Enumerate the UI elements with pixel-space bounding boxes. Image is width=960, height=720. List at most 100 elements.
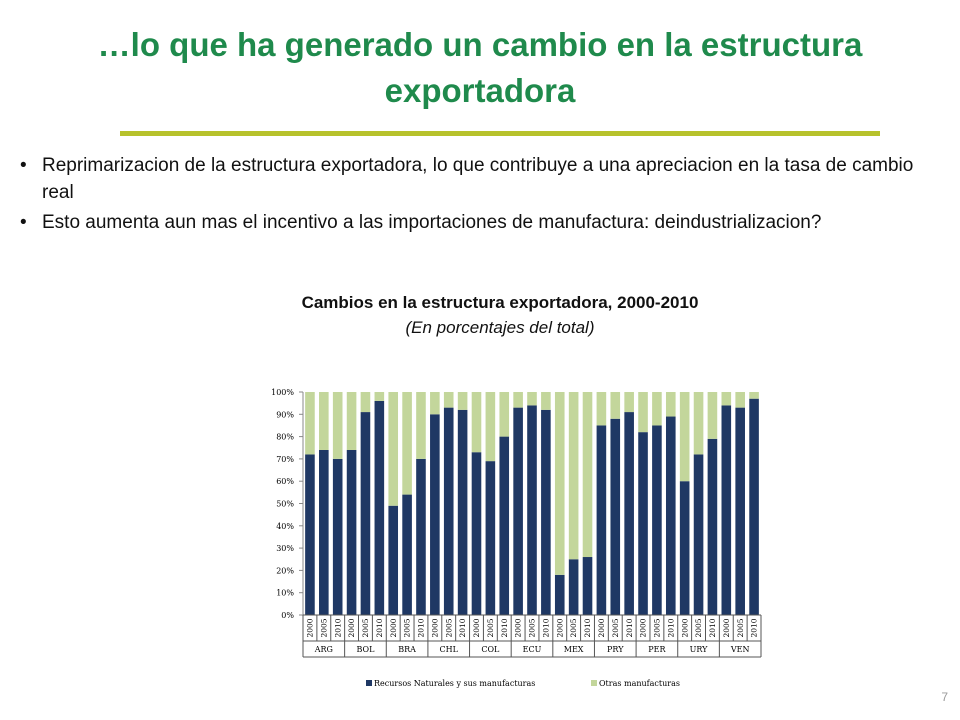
legend-label-recursos: Recursos Naturales y sus manufacturas	[374, 679, 535, 688]
bar-recursos-naturales	[402, 494, 412, 615]
x-tick-label-year: 2005	[403, 618, 412, 637]
x-tick-label-year: 2000	[722, 618, 731, 637]
bar-otras-manufacturas	[554, 392, 565, 575]
x-tick-label-year: 2000	[347, 618, 356, 637]
legend-label-otras: Otras manufacturas	[599, 679, 680, 688]
x-tick-label-year: 2005	[611, 618, 620, 637]
x-tick-label-year: 2010	[500, 618, 509, 637]
bar-otras-manufacturas	[707, 392, 718, 439]
chart-title: Cambios en la estructura exportadora, 20…	[301, 293, 699, 312]
x-group-label: COL	[481, 645, 500, 654]
x-group-label: BOL	[357, 645, 376, 654]
x-tick-label-year: 2000	[597, 618, 606, 637]
x-tick-label-year: 2010	[708, 618, 717, 637]
bar-recursos-naturales	[638, 432, 648, 615]
bar-otras-manufacturas	[346, 392, 357, 450]
y-tick-label: 40%	[276, 522, 294, 531]
bar-otras-manufacturas	[527, 392, 537, 406]
y-tick-label: 90%	[276, 410, 294, 419]
bar-recursos-naturales	[721, 405, 732, 615]
y-tick-label: 60%	[276, 477, 294, 486]
bar-otras-manufacturas	[332, 392, 343, 459]
bar-recursos-naturales	[735, 407, 745, 615]
x-tick-label-year: 2010	[375, 618, 384, 637]
bar-otras-manufacturas	[388, 392, 399, 506]
x-tick-label-year: 2005	[694, 618, 703, 637]
bar-otras-manufacturas	[416, 392, 426, 459]
bullet-icon: •	[20, 212, 27, 233]
bar-recursos-naturales	[679, 481, 690, 615]
bar-otras-manufacturas	[319, 392, 329, 450]
bar-recursos-naturales	[513, 407, 523, 615]
bar-otras-manufacturas	[568, 392, 579, 560]
bar-otras-manufacturas	[402, 392, 412, 495]
y-tick-label: 50%	[276, 500, 294, 509]
y-tick-label: 80%	[276, 433, 294, 442]
bar-recursos-naturales	[541, 409, 551, 615]
x-group-label: PRY	[607, 645, 624, 654]
y-tick-label: 10%	[276, 589, 294, 598]
x-tick-label-year: 2000	[639, 618, 648, 637]
bullet-list: • Reprimarizacion de la estructura export…	[20, 152, 950, 239]
x-tick-label-year: 2005	[569, 618, 578, 637]
slide-title: …lo que ha generado un cambio en la estr…	[97, 26, 863, 109]
x-tick-label-year: 2005	[486, 618, 495, 637]
x-tick-label-year: 2010	[333, 618, 342, 637]
chart-subtitle: (En porcentajes del total)	[405, 318, 595, 337]
x-group-label: MEX	[564, 645, 584, 654]
y-tick-label: 0%	[281, 611, 294, 620]
bar-otras-manufacturas	[513, 392, 523, 408]
bar-recursos-naturales	[749, 398, 759, 615]
bar-otras-manufacturas	[679, 392, 690, 482]
bar-recursos-naturales	[665, 416, 676, 615]
bar-recursos-naturales	[499, 436, 510, 615]
bar-recursos-naturales	[652, 425, 662, 615]
x-group-label: BRA	[398, 645, 416, 654]
bar-recursos-naturales	[305, 454, 315, 615]
bar-recursos-naturales	[568, 559, 579, 615]
bar-recursos-naturales	[610, 418, 621, 615]
bar-otras-manufacturas	[443, 392, 454, 408]
x-tick-label-year: 2005	[444, 618, 453, 637]
bar-otras-manufacturas	[596, 392, 607, 426]
x-group-label: VEN	[730, 645, 750, 654]
bar-otras-manufacturas	[721, 392, 732, 406]
x-tick-label-year: 2010	[625, 618, 634, 637]
bar-otras-manufacturas	[471, 392, 482, 453]
x-tick-label-year: 2005	[319, 618, 328, 637]
bar-recursos-naturales	[374, 400, 385, 615]
x-tick-label-year: 2010	[458, 618, 467, 637]
bar-recursos-naturales	[416, 458, 426, 615]
bar-otras-manufacturas	[305, 392, 315, 455]
bar-recursos-naturales	[582, 557, 593, 615]
x-group-label: CHL	[440, 645, 459, 654]
bar-otras-manufacturas	[430, 392, 440, 415]
bar-recursos-naturales	[624, 412, 634, 615]
y-tick-label: 70%	[276, 455, 294, 464]
x-tick-label-year: 2000	[472, 618, 481, 637]
x-group-label: URY	[690, 645, 709, 654]
bar-otras-manufacturas	[610, 392, 621, 419]
bar-otras-manufacturas	[638, 392, 648, 433]
x-tick-label-year: 2000	[430, 618, 439, 637]
bullet-text: Reprimarizacion de la estructura exporta…	[42, 155, 914, 203]
y-tick-label: 20%	[276, 566, 294, 575]
title-underline	[120, 131, 880, 136]
bullet-text: Esto aumenta aun mas el incentivo a las …	[42, 212, 822, 233]
y-tick-label: 30%	[276, 544, 294, 553]
page-number: 7	[941, 690, 948, 704]
legend-swatch-otras	[591, 680, 597, 686]
bar-otras-manufacturas	[582, 392, 593, 558]
bar-otras-manufacturas	[485, 392, 496, 462]
bar-otras-manufacturas	[360, 392, 371, 413]
bar-recursos-naturales	[319, 449, 329, 615]
bar-otras-manufacturas	[693, 392, 704, 455]
bar-otras-manufacturas	[499, 392, 510, 437]
x-tick-label-year: 2000	[389, 618, 398, 637]
bar-recursos-naturales	[471, 452, 482, 615]
bar-otras-manufacturas	[735, 392, 745, 408]
bullet-item: • Esto aumenta aun mas el incentivo a las…	[20, 209, 950, 236]
bar-recursos-naturales	[527, 405, 537, 615]
x-group-label: PER	[648, 645, 666, 654]
x-tick-label-year: 2000	[306, 618, 315, 637]
